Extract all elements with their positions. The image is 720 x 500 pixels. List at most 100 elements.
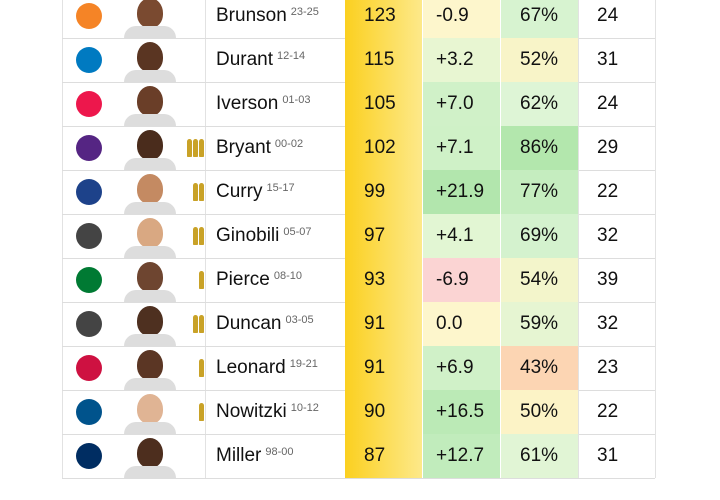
trophy xyxy=(199,139,204,157)
score: 93 xyxy=(345,258,422,302)
logo xyxy=(76,355,102,381)
pct: 67% xyxy=(500,0,578,38)
headshot-head xyxy=(137,262,163,292)
name: Miller xyxy=(216,445,262,466)
divider xyxy=(655,0,656,478)
trophy xyxy=(199,315,204,333)
name: Nowitzki xyxy=(216,401,287,422)
years: 23-25 xyxy=(290,6,319,18)
score: 123 xyxy=(345,0,422,38)
headshot-body xyxy=(124,114,176,126)
diff: -6.9 xyxy=(422,258,500,302)
last: 31 xyxy=(578,38,655,82)
diff: +4.1 xyxy=(422,214,500,258)
logo xyxy=(76,223,102,249)
last: 23 xyxy=(578,346,655,390)
diff: +7.0 xyxy=(422,82,500,126)
trophies xyxy=(180,271,204,291)
pct: 54% xyxy=(500,258,578,302)
last: 32 xyxy=(578,302,655,346)
trophy xyxy=(193,315,198,333)
player-name: Durant 12-14 xyxy=(216,38,344,82)
score: 97 xyxy=(345,214,422,258)
player-name: Curry 15-17 xyxy=(216,170,344,214)
years: 05-07 xyxy=(283,226,312,238)
pct: 59% xyxy=(500,302,578,346)
logo xyxy=(76,3,102,29)
headshot-head xyxy=(137,394,163,424)
logo xyxy=(76,311,102,337)
trophy xyxy=(193,227,198,245)
last: 29 xyxy=(578,126,655,170)
player-name: Miller 98-00 xyxy=(216,434,344,478)
last: 24 xyxy=(578,0,655,38)
trophies xyxy=(180,183,204,203)
player-name: Pierce 08-10 xyxy=(216,258,344,302)
name: Brunson xyxy=(216,5,287,26)
diff: -0.9 xyxy=(422,0,500,38)
headshot-head xyxy=(137,350,163,380)
trophy xyxy=(199,403,204,421)
headshot-head xyxy=(137,42,163,72)
score: 99 xyxy=(345,170,422,214)
trophies xyxy=(180,447,204,467)
last: 22 xyxy=(578,170,655,214)
name: Iverson xyxy=(216,93,279,114)
score: 91 xyxy=(345,302,422,346)
logo xyxy=(76,91,102,117)
diff: 0.0 xyxy=(422,302,500,346)
headshot-body xyxy=(124,26,176,38)
trophies xyxy=(180,359,204,379)
headshot-body xyxy=(124,378,176,390)
pct: 62% xyxy=(500,82,578,126)
years: 98-00 xyxy=(265,446,294,458)
trophies xyxy=(180,315,204,335)
name: Duncan xyxy=(216,313,282,334)
diff: +12.7 xyxy=(422,434,500,478)
trophy xyxy=(193,183,198,201)
name: Durant xyxy=(216,49,274,70)
score: 87 xyxy=(345,434,422,478)
player-name: Leonard 19-21 xyxy=(216,346,344,390)
name: Bryant xyxy=(216,137,271,158)
diff: +7.1 xyxy=(422,126,500,170)
trophies xyxy=(180,139,204,159)
diff: +21.9 xyxy=(422,170,500,214)
logo xyxy=(76,135,102,161)
player-name: Duncan 03-05 xyxy=(216,302,344,346)
last: 22 xyxy=(578,390,655,434)
years: 15-17 xyxy=(266,182,295,194)
headshot-head xyxy=(137,306,163,336)
player-name: Ginobili 05-07 xyxy=(216,214,344,258)
last: 31 xyxy=(578,434,655,478)
headshot-head xyxy=(137,0,163,28)
trophies xyxy=(180,403,204,423)
headshot-head xyxy=(137,86,163,116)
headshot-body xyxy=(124,334,176,346)
years: 19-21 xyxy=(289,358,318,370)
score: 105 xyxy=(345,82,422,126)
headshot-body xyxy=(124,158,176,170)
trophies xyxy=(180,95,204,115)
pct: 52% xyxy=(500,38,578,82)
trophy xyxy=(199,227,204,245)
name: Pierce xyxy=(216,269,270,290)
last: 24 xyxy=(578,82,655,126)
headshot-body xyxy=(124,246,176,258)
headshot-body xyxy=(124,466,176,478)
trophy xyxy=(193,139,198,157)
score: 90 xyxy=(345,390,422,434)
logo xyxy=(76,399,102,425)
score: 115 xyxy=(345,38,422,82)
player-name: Bryant 00-02 xyxy=(216,126,344,170)
player-name: Brunson 23-25 xyxy=(216,0,344,38)
logo xyxy=(76,47,102,73)
pct: 69% xyxy=(500,214,578,258)
headshot-body xyxy=(124,422,176,434)
divider xyxy=(205,0,206,478)
name: Ginobili xyxy=(216,225,280,246)
headshot-head xyxy=(137,174,163,204)
name: Curry xyxy=(216,181,263,202)
trophy xyxy=(199,183,204,201)
logo xyxy=(76,267,102,293)
